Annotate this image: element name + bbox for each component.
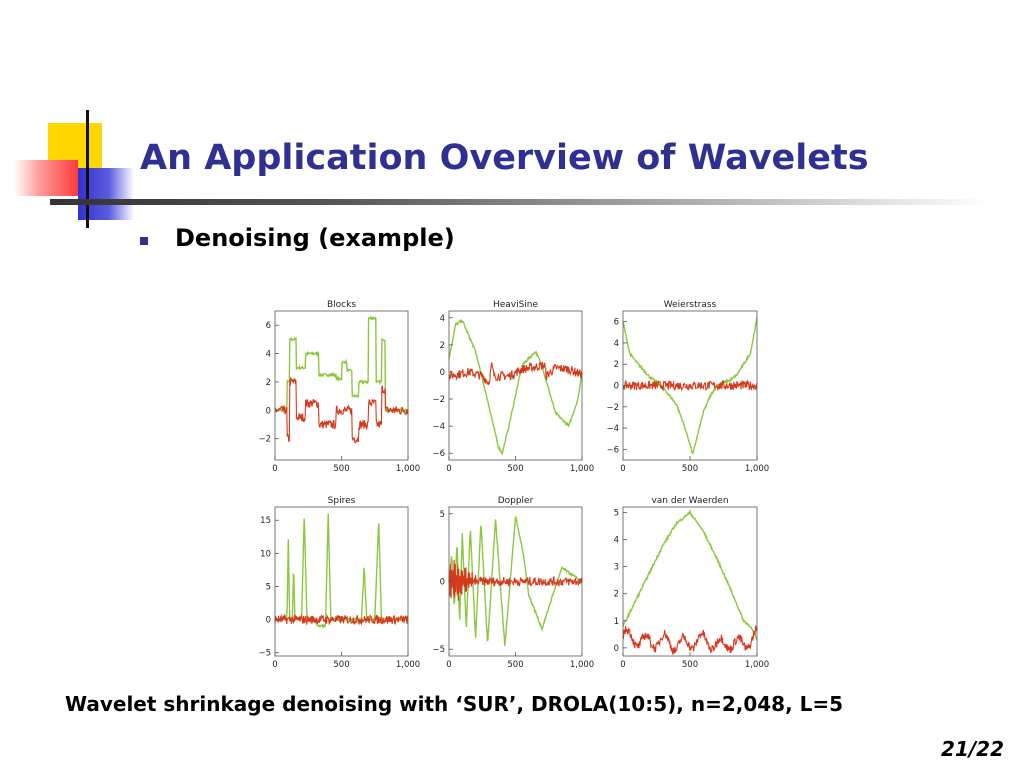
denoised-series-line xyxy=(274,513,409,629)
figure-caption: Wavelet shrinkage denoising with ‘SUR’, … xyxy=(65,692,844,716)
denoised-series-line xyxy=(622,508,758,641)
noisy-series-line xyxy=(448,559,583,601)
chart-title: Spires xyxy=(328,496,356,506)
bullet-square-icon xyxy=(140,237,148,245)
x-tick-label: 0 xyxy=(272,660,277,670)
x-tick-label: 0 xyxy=(620,464,625,474)
x-tick-label: 0 xyxy=(620,660,625,670)
plot-frame xyxy=(274,310,409,461)
y-tick-label: 0 xyxy=(440,578,445,588)
y-tick-label: −6 xyxy=(432,449,445,459)
y-tick-label: 4 xyxy=(614,536,619,546)
y-tick-label: −4 xyxy=(606,424,619,434)
y-tick-label: −2 xyxy=(258,435,271,445)
y-tick-label: 0 xyxy=(440,368,445,378)
denoised-series-line xyxy=(448,318,583,456)
chart-panel: Weierstrass 0 500 1,000 6 4 2 0 −2 −4 −6 xyxy=(606,300,769,474)
chart-title: Blocks xyxy=(327,300,356,310)
y-tick-label: 0 xyxy=(614,644,619,654)
y-tick-label: 0 xyxy=(614,382,619,392)
denoised-series-line xyxy=(274,315,409,414)
x-tick-label: 1,000 xyxy=(570,464,594,474)
denoised-series-line xyxy=(448,516,583,646)
chart-panel: HeaviSine 0 500 1,000 4 2 0 −2 −4 −6 xyxy=(432,300,594,474)
chart-title: Weierstrass xyxy=(664,300,717,310)
y-tick-label: 0 xyxy=(266,616,271,626)
y-tick-label: −4 xyxy=(432,422,445,432)
chart-title: Doppler xyxy=(498,496,534,506)
x-tick-label: 1,000 xyxy=(396,464,420,474)
x-tick-label: 500 xyxy=(682,464,698,474)
y-tick-label: 4 xyxy=(440,314,445,324)
y-tick-label: 6 xyxy=(614,318,619,328)
y-tick-label: 6 xyxy=(266,321,271,331)
x-tick-label: 500 xyxy=(333,660,349,670)
noisy-series-line xyxy=(448,361,583,386)
x-tick-label: 500 xyxy=(682,660,698,670)
plot-frame xyxy=(448,310,583,461)
x-tick-label: 500 xyxy=(507,660,523,670)
y-tick-label: 2 xyxy=(440,341,445,351)
title-underline xyxy=(50,199,990,205)
y-tick-label: −5 xyxy=(432,645,445,655)
x-tick-label: 500 xyxy=(507,464,523,474)
deco-vertical-line xyxy=(86,110,89,228)
bullet-text: Denoising (example) xyxy=(175,224,455,252)
x-tick-label: 1,000 xyxy=(745,464,769,474)
y-tick-label: 15 xyxy=(260,516,271,526)
y-tick-label: 4 xyxy=(614,339,619,349)
chart-panel: van der Waerden 0 500 1,000 5 4 3 2 1 0 xyxy=(614,496,770,670)
y-tick-label: −5 xyxy=(258,649,271,659)
plot-frame xyxy=(274,506,409,657)
y-tick-label: 5 xyxy=(440,510,445,520)
chart-title: van der Waerden xyxy=(651,496,728,506)
y-tick-label: 2 xyxy=(614,590,619,600)
y-tick-label: −6 xyxy=(606,445,619,455)
noisy-series-line xyxy=(274,376,409,444)
deco-red-square xyxy=(14,160,78,196)
y-tick-label: 1 xyxy=(614,617,619,627)
y-tick-label: 2 xyxy=(614,360,619,370)
y-tick-label: −2 xyxy=(432,395,445,405)
x-tick-label: 0 xyxy=(272,464,277,474)
chart-panel: Blocks 0 500 1,000 6 4 2 0 −2 xyxy=(258,300,420,474)
denoised-series-line xyxy=(622,317,758,455)
noisy-series-line xyxy=(622,378,758,392)
y-tick-label: 3 xyxy=(614,563,619,573)
page-number: 21/22 xyxy=(941,737,1004,761)
x-tick-label: 1,000 xyxy=(570,660,594,670)
x-tick-label: 0 xyxy=(446,464,451,474)
x-tick-label: 0 xyxy=(446,660,451,670)
y-tick-label: 0 xyxy=(266,406,271,416)
y-tick-label: 5 xyxy=(614,508,619,518)
noisy-series-line xyxy=(274,613,409,627)
y-tick-label: 5 xyxy=(266,582,271,592)
plot-frame xyxy=(622,506,758,657)
noisy-series-line xyxy=(622,625,758,655)
y-tick-label: 4 xyxy=(266,350,271,360)
chart-title: HeaviSine xyxy=(493,300,539,310)
y-tick-label: 10 xyxy=(260,549,271,559)
slide-title: An Application Overview of Wavelets xyxy=(140,138,869,178)
y-tick-label: 2 xyxy=(266,378,271,388)
x-tick-label: 1,000 xyxy=(745,660,769,670)
y-tick-label: −2 xyxy=(606,403,619,413)
x-tick-label: 500 xyxy=(333,464,349,474)
x-tick-label: 1,000 xyxy=(396,660,420,670)
